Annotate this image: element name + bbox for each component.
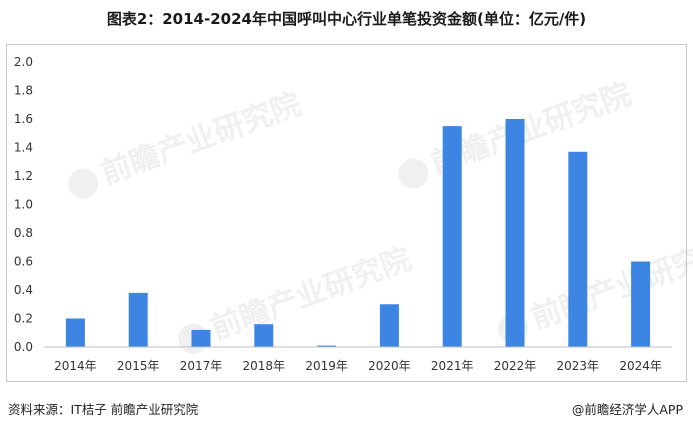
- x-tick-label: 2022年: [494, 359, 537, 373]
- bar: [254, 324, 274, 347]
- source-note: 资料来源：IT桔子 前瞻产业研究院: [8, 402, 199, 417]
- bar: [505, 119, 525, 347]
- y-tick-label: 0.0: [14, 340, 33, 354]
- credit-note: @前瞻经济学人APP: [571, 402, 683, 417]
- y-tick-label: 1.4: [14, 141, 33, 155]
- bar: [65, 318, 85, 347]
- bar: [317, 345, 337, 347]
- y-tick-label: 1.2: [14, 169, 33, 183]
- bar: [191, 329, 211, 347]
- bar: [568, 151, 588, 347]
- x-tick-label: 2020年: [368, 359, 411, 373]
- y-tick-label: 0.8: [14, 226, 33, 240]
- x-tick-label: 2014年: [54, 359, 97, 373]
- x-tick-label: 2015年: [117, 359, 160, 373]
- bar: [631, 261, 651, 347]
- x-tick-label: 2021年: [431, 359, 474, 373]
- y-tick-label: 0.2: [14, 312, 33, 326]
- y-tick-label: 1.0: [14, 198, 33, 212]
- y-tick-label: 1.6: [14, 112, 33, 126]
- x-tick-label: 2018年: [243, 359, 286, 373]
- chart-title: 图表2：2014-2024年中国呼叫中心行业单笔投资金额(单位：亿元/件): [106, 10, 587, 28]
- x-tick-label: 2019年: [305, 359, 348, 373]
- y-tick-label: 1.8: [14, 84, 33, 98]
- y-tick-label: 2.0: [14, 55, 33, 69]
- bar: [379, 304, 399, 347]
- y-tick-label: 0.4: [14, 283, 33, 297]
- y-tick-label: 0.6: [14, 255, 33, 269]
- bar: [442, 126, 462, 347]
- x-tick-label: 2023年: [557, 359, 600, 373]
- x-tick-label: 2024年: [619, 359, 662, 373]
- bar: [128, 292, 148, 347]
- x-tick-label: 2017年: [180, 359, 223, 373]
